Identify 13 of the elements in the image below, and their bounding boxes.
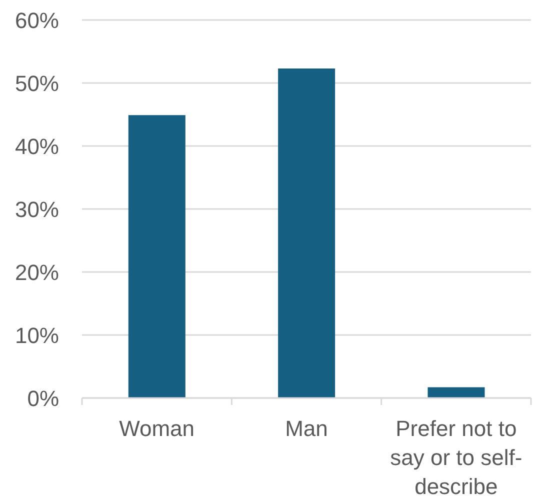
y-tick-label: 50% xyxy=(14,70,59,96)
y-tick-label: 40% xyxy=(14,134,59,159)
bar xyxy=(278,68,336,398)
y-tick-label: 10% xyxy=(14,322,59,348)
y-tick-label: 20% xyxy=(14,260,59,285)
y-tick-label: 30% xyxy=(14,196,59,222)
x-tick-label: Woman xyxy=(119,416,195,441)
y-tick-label: 60% xyxy=(14,8,59,33)
y-tick-label: 0% xyxy=(27,386,59,411)
bar xyxy=(428,387,485,398)
x-tick-label: Prefer not to say or to self-describe xyxy=(390,416,522,499)
x-tick-label: Man xyxy=(285,416,328,441)
bar xyxy=(128,115,186,398)
